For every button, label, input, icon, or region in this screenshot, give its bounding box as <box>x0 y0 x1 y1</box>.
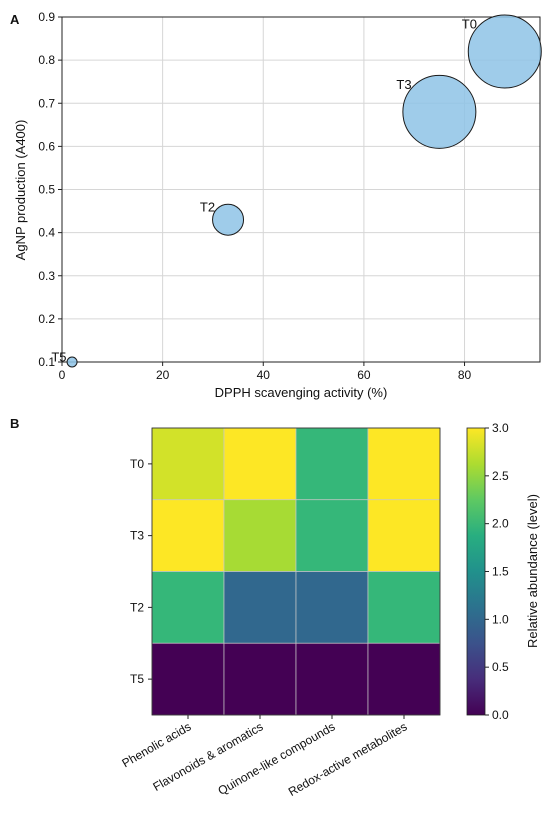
scatter-grid <box>61 16 540 363</box>
heatmap-cell <box>223 571 297 644</box>
heatmap-frame <box>151 427 441 716</box>
heatmap-cell <box>367 499 441 572</box>
bubble-t2 <box>212 203 245 236</box>
x-axis-title: DPPH scavenging activity (%) <box>215 385 388 400</box>
heatmap-cell <box>295 427 369 501</box>
heatmap-cell <box>367 642 441 716</box>
heatmap-cell <box>223 642 297 716</box>
heatmap-cell <box>367 571 441 644</box>
x-tick-label: 60 <box>357 368 371 382</box>
bubble-label-t2: T2 <box>200 200 215 215</box>
scatter-points: T0 T3 T2 T5 <box>51 14 542 368</box>
bubble-t5 <box>66 356 78 368</box>
colorbar-tick-label: 0.0 <box>492 708 509 722</box>
row-label: T0 <box>130 457 144 471</box>
bubble-label-t3: T3 <box>396 77 411 92</box>
colorbar-tick-label: 3.0 <box>492 421 509 435</box>
heatmap-cell <box>367 427 441 501</box>
bubble-t0 <box>467 14 542 89</box>
heatmap-cell <box>295 571 369 644</box>
x-tick-label: 40 <box>257 368 271 382</box>
x-tick-label: 20 <box>156 368 170 382</box>
y-tick-label: 0.8 <box>38 53 55 67</box>
y-tick-label: 0.1 <box>38 355 55 369</box>
y-tick-label: 0.2 <box>38 312 55 326</box>
y-axis-title: AgNP production (A400) <box>13 120 28 261</box>
column-label: Quinone-like compounds <box>216 719 338 797</box>
heatmap-cell <box>295 642 369 716</box>
panel-a: A 0 20 40 60 80 0.1 0.2 0.3 0.4 0.5 0.6 0.7 0.8 0.9 T… <box>10 10 542 400</box>
y-tick-label: 0.5 <box>38 183 55 197</box>
column-label: Redox-active metabolites <box>286 719 410 798</box>
colorbar-tick-label: 1.5 <box>492 565 509 579</box>
colorbar-tick-label: 0.5 <box>492 660 509 674</box>
y-tick-label: 0.6 <box>38 139 55 153</box>
heatmap-cell <box>295 499 369 572</box>
y-tick-label: 0.3 <box>38 269 55 283</box>
row-label: T5 <box>130 672 144 686</box>
x-tick-label: 0 <box>59 368 66 382</box>
heatmap-cell <box>223 499 297 572</box>
colorbar-title: Relative abundance (level) <box>525 494 540 648</box>
bubble-t3 <box>402 74 477 149</box>
colorbar-tick-label: 2.5 <box>492 469 509 483</box>
panel-b-label: B <box>10 416 19 431</box>
colorbar-gradient <box>466 427 486 716</box>
heatmap-cell <box>223 427 297 501</box>
heatmap-cell <box>151 427 225 501</box>
heatmap-cell <box>151 499 225 572</box>
row-label: T3 <box>130 529 144 543</box>
colorbar-tick-label: 1.0 <box>492 612 509 626</box>
heatmap-cell <box>151 642 225 716</box>
colorbar: 0.0 0.5 1.0 1.5 2.0 2.5 3.0 <box>466 421 509 722</box>
y-tick-label: 0.7 <box>38 96 55 110</box>
y-tick-label: 0.4 <box>38 226 55 240</box>
bubble-label-t0: T0 <box>462 17 477 32</box>
row-label: T2 <box>130 600 144 614</box>
bubble-label-t5: T5 <box>51 349 66 364</box>
y-tick-label: 0.9 <box>38 10 55 24</box>
colorbar-tick-label: 2.0 <box>492 517 509 531</box>
heatmap-cells <box>151 427 441 716</box>
scatter-ticks: 0 20 40 60 80 0.1 0.2 0.3 0.4 0.5 0.6 0.7 0.8 0.9 <box>38 10 471 382</box>
heatmap-cell <box>151 571 225 644</box>
panel-a-label: A <box>10 12 20 27</box>
x-tick-label: 80 <box>458 368 472 382</box>
